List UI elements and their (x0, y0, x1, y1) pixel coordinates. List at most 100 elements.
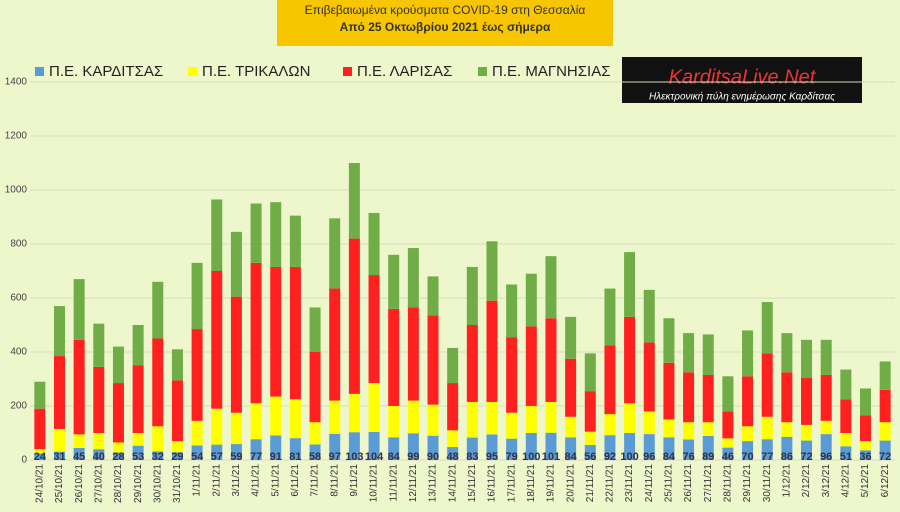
bar-segment (643, 342, 655, 412)
bar-segment (270, 202, 282, 267)
bar-segment (879, 422, 891, 441)
logo-name: KarditsaLive.Net (669, 66, 817, 88)
bar-segment (840, 433, 852, 447)
bar-segment (93, 366, 105, 433)
bar-segment (407, 248, 419, 308)
x-tick-label: 13/11/21 (428, 464, 439, 503)
data-label: 54 (191, 451, 204, 463)
bar-segment (93, 323, 105, 367)
x-tick-label: 9/11/21 (349, 464, 360, 497)
x-tick-label: 6/12/21 (880, 464, 891, 498)
bar-segment (584, 391, 596, 432)
legend-label: Π.Ε. ΜΑΓΝΗΣΙΑΣ (492, 63, 610, 80)
bar-segment (447, 447, 459, 460)
x-tick-label: 2/11/21 (211, 464, 222, 497)
data-label: 24 (34, 451, 47, 463)
bar-segment (388, 406, 400, 438)
bar-segment (250, 203, 262, 263)
bar-segment (73, 447, 85, 460)
bar-segment (761, 439, 773, 460)
data-label: 84 (388, 451, 401, 463)
bar-segment (742, 376, 754, 427)
data-label: 96 (820, 451, 832, 463)
bar-segment (388, 254, 400, 309)
bar-segment (584, 431, 596, 445)
bar-segment (73, 339, 85, 435)
bar-segment (447, 347, 459, 384)
bar-segment (171, 441, 183, 453)
bar-segment (132, 365, 144, 433)
bar-segment (270, 396, 282, 436)
data-label: 40 (93, 451, 105, 463)
bar-segment (211, 444, 223, 460)
bar-segment (171, 452, 183, 460)
bar-segment (191, 420, 203, 446)
x-tick-label: 7/11/21 (310, 464, 321, 497)
data-label: 59 (230, 451, 242, 463)
bar-segment (702, 435, 714, 460)
x-tick-label: 11/11/21 (388, 464, 399, 502)
bar-segment (545, 318, 557, 402)
bar-segment (820, 434, 832, 460)
legend-swatch (35, 67, 44, 76)
bar-segment (34, 408, 46, 450)
bar-segment (152, 338, 164, 427)
x-tick-label: 26/11/21 (683, 464, 694, 503)
bar-segment (801, 440, 813, 460)
legend-label: Π.Ε. ΚΑΡΔΙΤΣΑΣ (49, 63, 163, 80)
bar-segment (368, 275, 380, 384)
bar-segment (525, 326, 537, 406)
x-tick-label: 27/10/21 (93, 464, 104, 503)
bar-segment (683, 439, 695, 460)
y-tick-label: 200 (10, 401, 27, 412)
logo-tagline: Ηλεκτρονική πύλη ενημέρωσης Καρδίτσας (649, 91, 835, 103)
bar-segment (427, 315, 439, 405)
bar-segment (250, 403, 262, 440)
bar-segment (171, 349, 183, 381)
bar-segment (466, 437, 478, 460)
x-tick-label: 4/12/21 (840, 464, 851, 498)
bar-segment (565, 358, 577, 417)
bar-segment (801, 377, 813, 425)
data-label: 100 (620, 451, 638, 463)
y-tick-label: 1400 (5, 77, 28, 88)
bar-segment (427, 276, 439, 316)
data-label: 100 (522, 451, 540, 463)
bar-segment (506, 284, 518, 338)
bar-segment (132, 445, 144, 460)
bar-segment (604, 435, 616, 460)
x-tick-label: 24/10/21 (34, 464, 45, 503)
bar-segment (427, 435, 439, 460)
data-label: 99 (407, 451, 419, 463)
x-tick-label: 6/11/21 (290, 464, 301, 497)
bar-segment (584, 444, 596, 460)
bar-segment (683, 422, 695, 440)
bar-segment (683, 372, 695, 423)
bar-segment (73, 279, 85, 340)
bar-segment (329, 288, 341, 401)
bar-segment (152, 426, 164, 452)
bar-segment (368, 212, 380, 276)
x-tick-label: 10/11/21 (369, 464, 380, 503)
bar-segment (761, 353, 773, 417)
data-label: 83 (466, 451, 478, 463)
x-tick-label: 8/11/21 (329, 464, 340, 497)
data-label: 56 (584, 451, 596, 463)
legend-label: Π.Ε. ΛΑΡΙΣΑΣ (357, 63, 452, 80)
x-tick-label: 26/10/21 (74, 464, 85, 503)
bar-segment (34, 453, 46, 460)
x-tick-label: 29/10/21 (133, 464, 144, 503)
bar-segment (545, 401, 557, 433)
data-label: 77 (250, 451, 262, 463)
x-tick-label: 4/11/21 (251, 464, 262, 497)
bar-segment (368, 431, 380, 460)
bar-segment (702, 334, 714, 375)
x-tick-label: 12/11/21 (408, 464, 419, 503)
data-label: 28 (112, 451, 124, 463)
data-label: 72 (879, 451, 891, 463)
data-label: 29 (171, 451, 183, 463)
x-tick-label: 31/10/21 (172, 464, 183, 503)
bar-segment (34, 381, 46, 409)
bar-segment (466, 401, 478, 438)
x-tick-label: 20/11/21 (565, 464, 576, 503)
